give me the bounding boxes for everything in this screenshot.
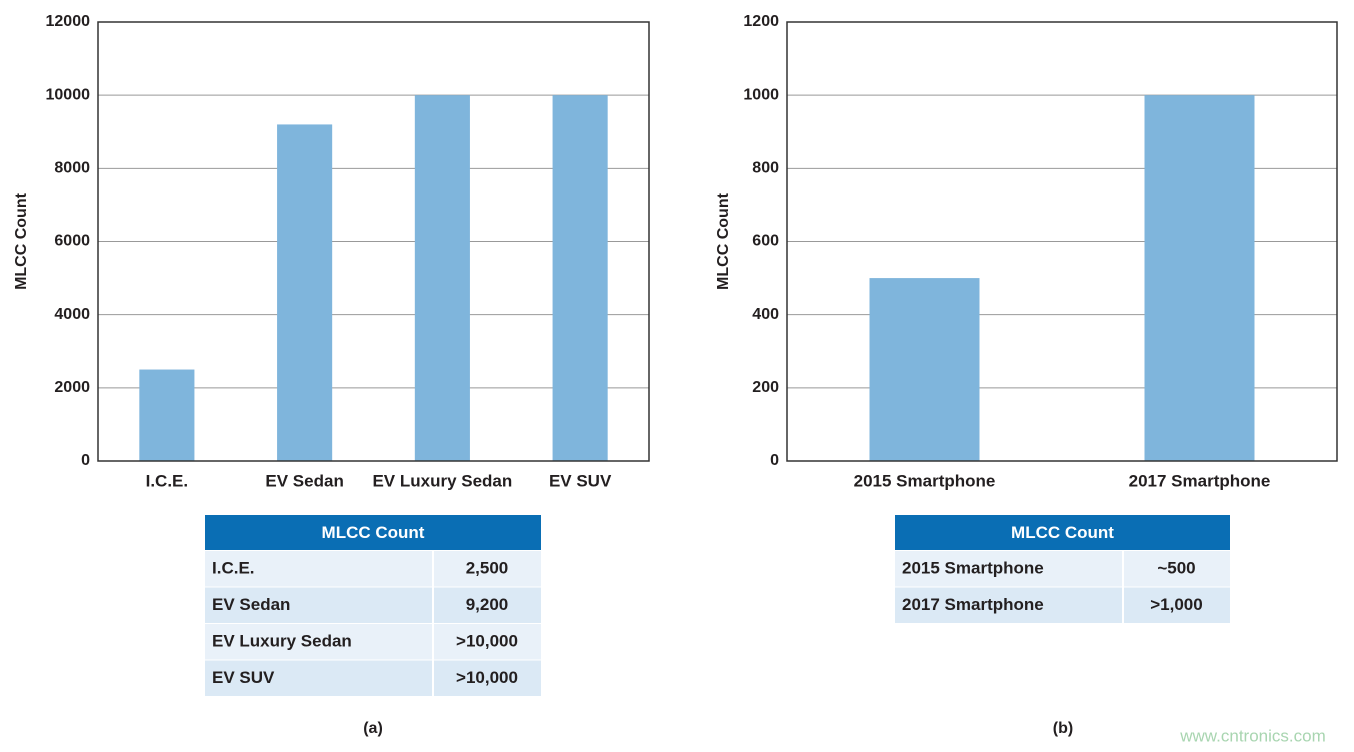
- table-cell: EV SUV: [212, 668, 275, 687]
- y-tick-label: 200: [752, 379, 779, 396]
- y-tick-label: 400: [752, 306, 779, 323]
- y-tick-label: 1000: [743, 86, 779, 103]
- table-row-bg: [205, 551, 541, 587]
- bar: [277, 124, 333, 461]
- x-tick-label: EV Sedan: [265, 471, 343, 490]
- table-cell: >10,000: [456, 632, 518, 651]
- table-row-bg: [895, 587, 1230, 623]
- x-tick-label: EV Luxury Sedan: [372, 471, 512, 490]
- table-header-bg: [205, 515, 541, 550]
- bar: [552, 95, 608, 462]
- table-row-bg: [205, 624, 541, 660]
- y-tick-label: 0: [770, 452, 779, 469]
- y-tick-label: 10000: [46, 86, 91, 103]
- y-tick-label: 800: [752, 160, 779, 177]
- y-tick-label: 6000: [54, 233, 90, 250]
- y-tick-label: 8000: [54, 160, 90, 177]
- bar: [869, 278, 980, 461]
- table-cell: ~500: [1157, 559, 1195, 578]
- y-tick-label: 4000: [54, 306, 90, 323]
- y-tick-label: 600: [752, 233, 779, 250]
- x-tick-label: 2015 Smartphone: [854, 471, 996, 490]
- table-cell: >1,000: [1150, 595, 1202, 614]
- bar: [1144, 95, 1255, 462]
- table-cell: 2015 Smartphone: [902, 559, 1044, 578]
- table-cell: EV Sedan: [212, 595, 290, 614]
- table-cell: >10,000: [456, 668, 518, 687]
- table-cell: 2017 Smartphone: [902, 595, 1044, 614]
- x-tick-label: 2017 Smartphone: [1129, 471, 1271, 490]
- table-row-bg: [205, 660, 541, 696]
- y-axis-label: MLCC Count: [13, 192, 30, 290]
- table-header: MLCC Count: [322, 523, 425, 542]
- caption: (a): [363, 720, 383, 737]
- table-row-bg: [205, 587, 541, 623]
- table-cell: EV Luxury Sedan: [212, 632, 352, 651]
- table-cell: 2,500: [466, 559, 509, 578]
- y-tick-label: 1200: [743, 13, 779, 30]
- table-row-bg: [895, 551, 1230, 587]
- table-header-bg: [895, 515, 1230, 550]
- plot-frame: [97, 21, 650, 462]
- x-tick-label: EV SUV: [549, 471, 612, 490]
- table-cell: 9,200: [466, 595, 509, 614]
- y-tick-label: 2000: [54, 379, 90, 396]
- y-tick-label: 0: [81, 452, 90, 469]
- watermark: www.cntronics.com: [1179, 726, 1325, 745]
- table-header: MLCC Count: [1011, 523, 1114, 542]
- bar: [139, 369, 195, 461]
- bar: [414, 95, 470, 462]
- y-tick-label: 12000: [46, 13, 91, 30]
- table-cell: I.C.E.: [212, 559, 255, 578]
- caption: (b): [1053, 720, 1073, 737]
- y-axis-label: MLCC Count: [715, 192, 732, 290]
- plot-frame: [786, 21, 1338, 462]
- x-tick-label: I.C.E.: [146, 471, 189, 490]
